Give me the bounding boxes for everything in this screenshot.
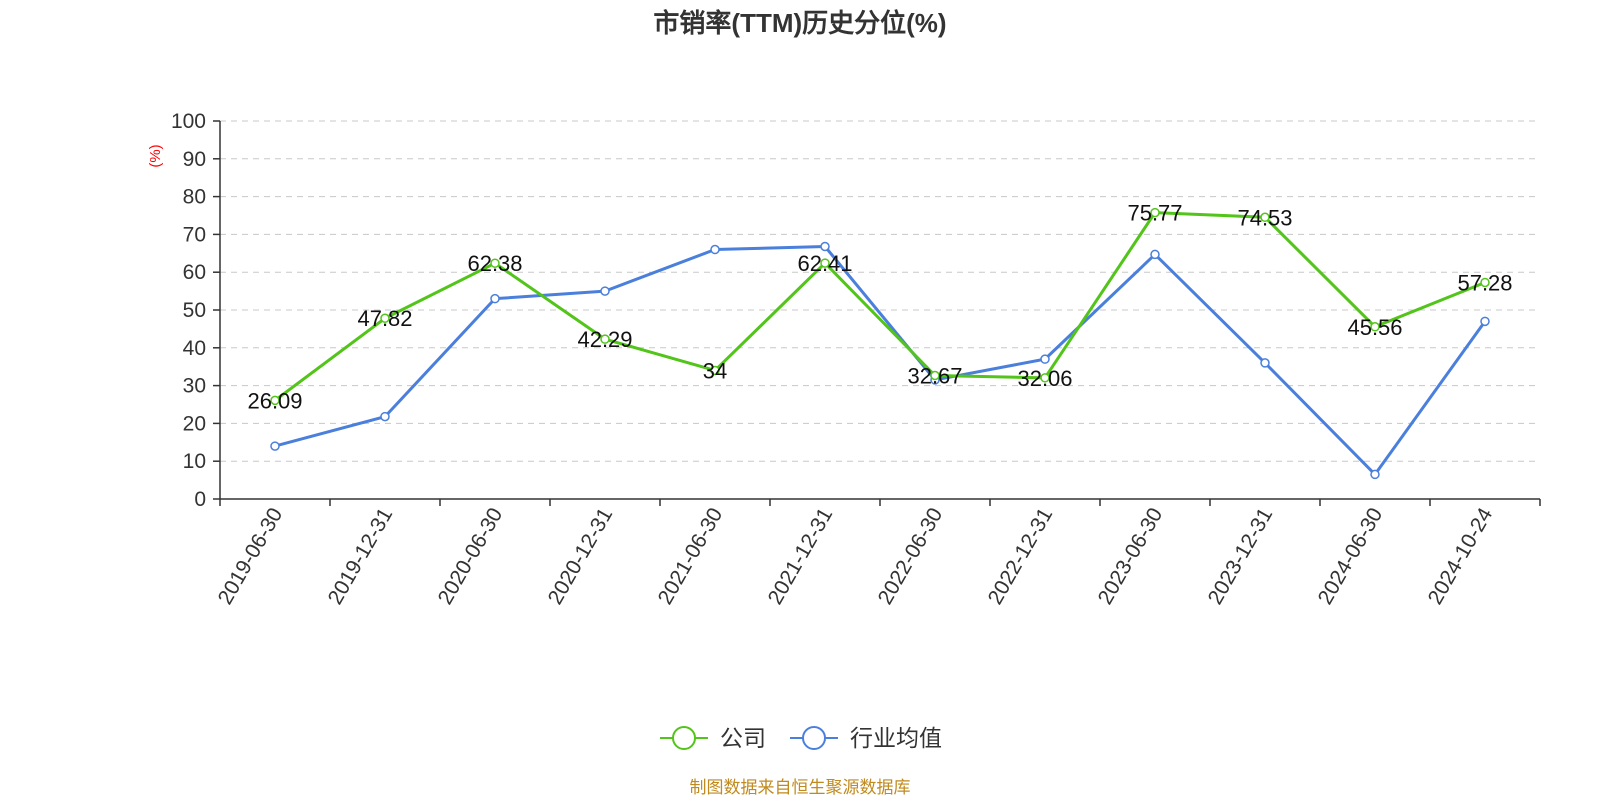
data-point[interactable] [930, 370, 940, 381]
data-point[interactable] [1480, 316, 1490, 327]
y-tick-label: 40 [183, 337, 206, 360]
data-point[interactable] [710, 365, 720, 376]
data-point[interactable] [490, 293, 500, 304]
data-point[interactable] [1040, 373, 1050, 383]
y-tick-label: 100 [171, 110, 206, 133]
data-point[interactable] [380, 411, 390, 422]
legend-marker [672, 726, 696, 750]
data-point[interactable] [270, 395, 280, 406]
x-tick-label: 2022-06-30 [874, 504, 948, 609]
data-point[interactable] [1150, 249, 1160, 260]
x-tick-label: 2024-10-24 [1424, 504, 1498, 609]
x-tick-label: 2021-12-31 [764, 504, 838, 609]
data-point[interactable] [1480, 277, 1490, 288]
data-label: 42.29 [577, 327, 632, 352]
data-point[interactable] [1370, 322, 1380, 332]
y-axis-label: (%) [147, 144, 164, 167]
data-label: 74.53 [1237, 205, 1292, 230]
legend-label: 公司 [720, 725, 766, 751]
data-point[interactable] [270, 441, 280, 451]
legend-marker [802, 726, 826, 750]
chart-title: 市销率(TTM)历史分位(%) [653, 8, 946, 38]
data-label: 45.56 [1347, 315, 1402, 340]
x-tick-label: 2019-06-30 [214, 504, 288, 609]
data-point[interactable] [600, 286, 610, 296]
y-tick-label: 30 [183, 375, 206, 398]
data-label: 32.06 [1017, 366, 1072, 391]
x-tick-label: 2024-06-30 [1314, 504, 1388, 609]
data-point[interactable] [820, 258, 830, 268]
data-source-note: 制图数据来自恒生聚源数据库 [690, 778, 911, 797]
y-tick-label: 0 [194, 488, 206, 511]
legend-item-0[interactable]: 公司 [660, 725, 766, 751]
x-tick-label: 2023-12-31 [1204, 504, 1278, 609]
y-tick-label: 90 [183, 148, 206, 171]
x-tick-label: 2020-12-31 [544, 504, 618, 609]
data-point[interactable] [1370, 469, 1380, 480]
x-tick-label: 2020-06-30 [434, 504, 508, 609]
y-tick-label: 80 [183, 186, 206, 209]
data-point[interactable] [380, 313, 390, 323]
x-tick-label: 2019-12-31 [324, 504, 398, 609]
series-line-1 [274, 244, 1487, 476]
y-tick-label: 20 [183, 412, 206, 435]
data-point[interactable] [1150, 207, 1160, 218]
data-label: 75.77 [1127, 201, 1182, 226]
data-label: 62.41 [797, 251, 852, 276]
y-tick-label: 70 [183, 223, 206, 246]
data-label: 34 [703, 358, 727, 383]
data-point[interactable] [1260, 212, 1270, 223]
series-line-0 [274, 211, 1486, 402]
data-point[interactable] [1040, 354, 1050, 364]
y-tick-label: 10 [183, 450, 206, 473]
x-tick-label: 2023-06-30 [1094, 504, 1168, 609]
data-label: 47.82 [357, 306, 412, 331]
data-point[interactable] [820, 241, 830, 252]
data-label: 32.67 [907, 364, 962, 389]
y-tick-label: 60 [183, 261, 206, 284]
y-tick-label: 50 [183, 299, 206, 322]
data-point[interactable] [1260, 358, 1270, 368]
data-point[interactable] [490, 258, 500, 268]
data-label: 62.38 [467, 251, 522, 276]
legend-label: 行业均值 [850, 725, 942, 751]
x-tick-label: 2022-12-31 [984, 504, 1058, 609]
data-label: 26.09 [247, 388, 302, 413]
legend-item-1[interactable]: 行业均值 [790, 725, 942, 751]
data-point[interactable] [710, 244, 720, 255]
data-label: 57.28 [1457, 270, 1512, 295]
data-point[interactable] [600, 334, 610, 344]
x-tick-label: 2021-06-30 [654, 504, 728, 609]
